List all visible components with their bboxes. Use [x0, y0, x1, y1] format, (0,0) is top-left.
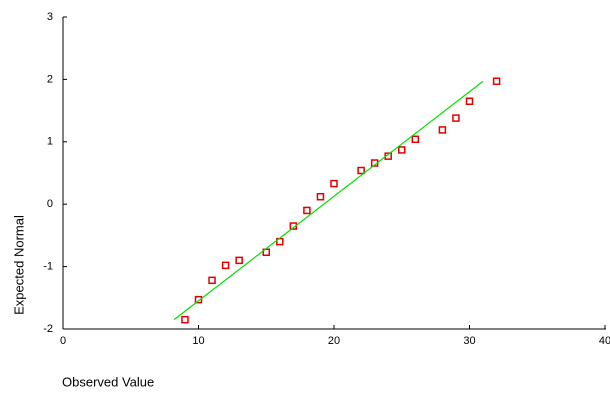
x-axis-label: Observed Value: [62, 374, 154, 389]
chart: Observed Value Expected Normal -2-101230…: [0, 0, 610, 396]
data-point: [236, 257, 242, 263]
data-point: [317, 194, 323, 200]
x-tick-label: 20: [328, 335, 340, 347]
x-tick-label: 40: [599, 335, 610, 347]
data-point: [494, 78, 500, 84]
x-tick-label: 10: [192, 335, 204, 347]
y-tick-label: 0: [47, 198, 53, 210]
data-point: [412, 136, 418, 142]
data-point: [358, 168, 364, 174]
y-tick-label: 3: [47, 11, 53, 23]
data-point: [331, 181, 337, 187]
y-axis-label: Expected Normal: [11, 215, 26, 315]
x-tick-label: 0: [60, 335, 66, 347]
data-point: [399, 147, 405, 153]
data-point: [467, 98, 473, 104]
data-point: [223, 262, 229, 268]
reference-line: [174, 81, 483, 319]
y-tick-label: 2: [47, 73, 53, 85]
x-tick-label: 30: [463, 335, 475, 347]
data-point: [209, 277, 215, 283]
y-tick-label: -1: [43, 261, 53, 273]
data-point: [453, 115, 459, 121]
y-tick-label: -2: [43, 323, 53, 335]
data-point: [182, 317, 188, 323]
data-point: [439, 127, 445, 133]
y-tick-label: 1: [47, 136, 53, 148]
page: Observed Value Expected Normal -2-101230…: [0, 0, 610, 396]
data-point: [304, 207, 310, 213]
